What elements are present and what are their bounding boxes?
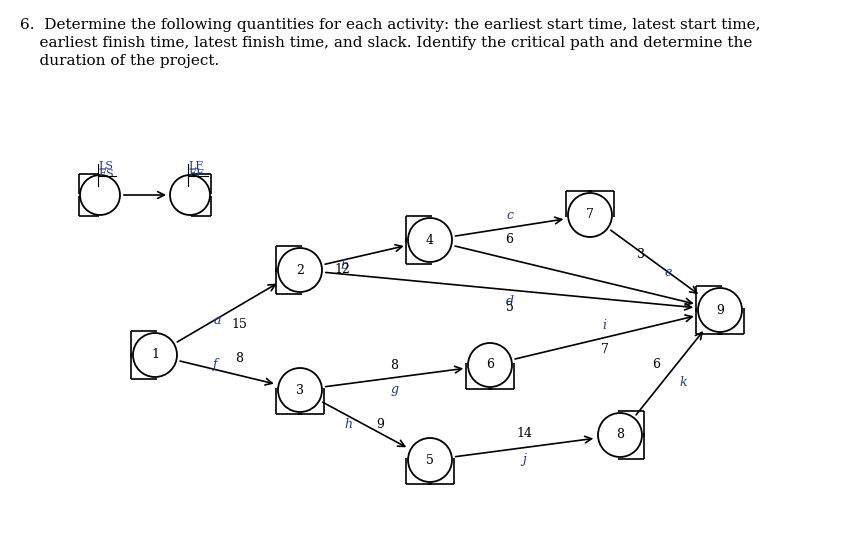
Text: 9: 9 <box>376 418 384 431</box>
Text: 5: 5 <box>506 301 514 314</box>
Text: f: f <box>212 358 217 371</box>
Circle shape <box>80 175 120 215</box>
Text: j: j <box>523 453 526 466</box>
Text: 3: 3 <box>296 383 304 396</box>
Circle shape <box>278 368 322 412</box>
Text: 8: 8 <box>235 352 243 365</box>
Text: 5: 5 <box>426 454 434 467</box>
Text: k: k <box>680 376 688 389</box>
Text: 7: 7 <box>601 343 608 356</box>
Text: d: d <box>506 295 514 308</box>
Circle shape <box>278 248 322 292</box>
Text: b: b <box>340 259 349 272</box>
Text: 15: 15 <box>231 318 247 331</box>
Text: 8: 8 <box>391 359 398 372</box>
Text: c: c <box>506 209 513 222</box>
Circle shape <box>408 218 452 262</box>
Circle shape <box>468 343 512 387</box>
Text: duration of the project.: duration of the project. <box>20 54 219 68</box>
Text: a: a <box>213 314 221 327</box>
Text: 8: 8 <box>616 429 624 442</box>
Text: 2: 2 <box>296 264 304 276</box>
Text: 6: 6 <box>486 359 494 372</box>
Text: 4: 4 <box>426 233 434 246</box>
Text: g: g <box>391 383 398 396</box>
Circle shape <box>408 438 452 482</box>
Circle shape <box>170 175 210 215</box>
Text: 14: 14 <box>517 427 532 440</box>
Text: 6: 6 <box>506 233 514 246</box>
Text: 6.  Determine the following quantities for each activity: the earliest start tim: 6. Determine the following quantities fo… <box>20 18 761 32</box>
Text: h: h <box>344 418 353 431</box>
Text: EF: EF <box>188 169 204 179</box>
Text: e: e <box>665 266 673 279</box>
Circle shape <box>698 288 742 332</box>
Text: 6: 6 <box>651 359 660 372</box>
Text: 7: 7 <box>586 208 594 221</box>
Text: earliest finish time, latest finish time, and slack. Identify the critical path : earliest finish time, latest finish time… <box>20 36 752 50</box>
Text: 9: 9 <box>716 303 724 316</box>
Text: LS: LS <box>98 161 113 171</box>
Text: ES: ES <box>98 169 113 179</box>
Circle shape <box>568 193 612 237</box>
Text: 12: 12 <box>334 262 350 275</box>
Text: i: i <box>602 319 607 332</box>
Text: 3: 3 <box>636 248 645 261</box>
Text: 1: 1 <box>151 348 159 361</box>
Text: LF: LF <box>188 161 203 171</box>
Circle shape <box>598 413 642 457</box>
Circle shape <box>133 333 177 377</box>
